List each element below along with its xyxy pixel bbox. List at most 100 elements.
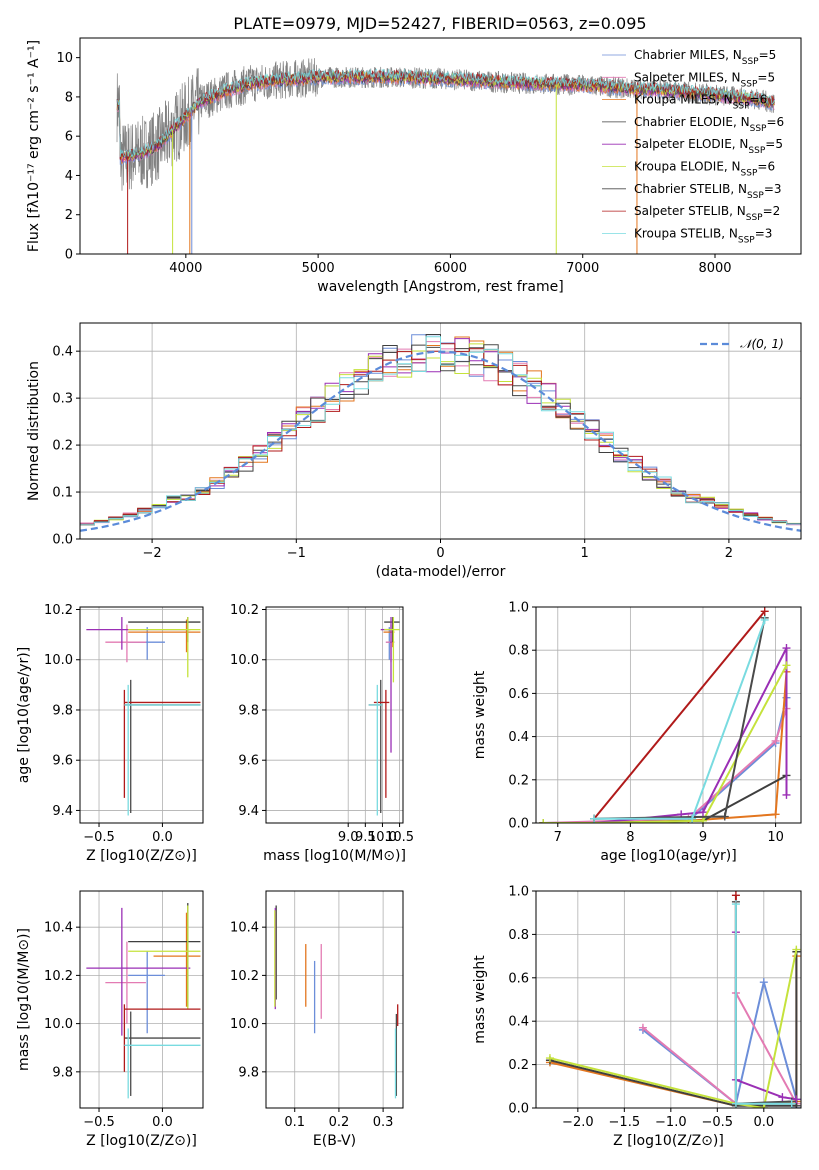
model-line-salpeter-stelib [116, 69, 775, 160]
x-tick-label: 2 [725, 546, 733, 561]
weight-line-kroupa-miles [549, 956, 798, 1107]
normal-curve [80, 350, 801, 532]
weight-line-kroupa-elodie [549, 949, 798, 1108]
y-tick-label: 0.6 [508, 971, 529, 986]
age_vs_Z-axes: −0.5 0.0 9.4 9.6 9.8 10.0 10.2 Z [log10(Z/Z⊙)] a… [16, 603, 204, 864]
x-axis-label: age [log10(age/yr)] [600, 848, 736, 864]
y-tick-label: 9.8 [52, 703, 73, 718]
weight-marker-salpeter-elodie [782, 644, 791, 653]
y-tick-label: 10.0 [230, 653, 259, 668]
y-tick-label: 9.8 [52, 1065, 73, 1080]
weight-line-kroupa-elodie [543, 664, 788, 823]
residuals-plot-area [80, 334, 801, 539]
y-axis-label: Flux [fλ10⁻¹⁷ erg cm⁻² s⁻¹ A⁻¹] [26, 40, 42, 252]
y-tick-label: 0.3 [52, 392, 73, 407]
weight-line-chabrier-elodie [549, 951, 798, 1107]
weight-marker-kroupa-elodie [759, 1104, 768, 1108]
y-tick-label: 10.0 [44, 653, 73, 668]
weight-marker-salpeter-stelib [731, 891, 740, 900]
x-tick-label: 9.0 [338, 830, 359, 845]
age_vs_Z-frame [79, 606, 204, 824]
weight-line-salpeter-stelib [593, 610, 766, 820]
residuals-frame [79, 322, 802, 540]
weight-marker-salpeter-miles [638, 1023, 647, 1032]
y-tick-label: 6 [65, 130, 73, 145]
x-axis-label: (data-model)/error [376, 564, 506, 580]
x-tick-label: −0.5 [702, 1115, 734, 1130]
weight-line-chabrier-miles [543, 697, 788, 823]
legend-entry: Salpeter ELODIE, NSSP=5 [634, 137, 783, 156]
weight-marker-kroupa-elodie [792, 945, 801, 954]
y-tick-label: 0.8 [508, 928, 529, 943]
x-axis-label: E(B-V) [313, 1133, 356, 1149]
y-tick-label: 9.4 [238, 804, 259, 819]
y-axis-label: mass weight [472, 670, 488, 759]
mass_vs_Z-plot-area [86, 903, 201, 1099]
spectrum-frame [79, 37, 802, 255]
weight-marker-kroupa-stelib [760, 615, 769, 624]
x-tick-label: −2.0 [562, 1115, 594, 1130]
x-axis-label: wavelength [Angstrom, rest frame] [317, 279, 563, 295]
age_vs_mass-plot-area [368, 617, 400, 816]
x-axis-label: mass [log10(M/M⊙)] [263, 848, 406, 864]
y-tick-label: 0 [65, 248, 73, 263]
y-tick-label: 9.6 [52, 754, 73, 769]
weight-marker-salpeter-elodie [792, 1095, 801, 1104]
x-tick-label: 9 [699, 830, 707, 845]
massweight_vs_Z-frame [535, 890, 802, 1109]
x-tick-label: 0.0 [152, 830, 173, 845]
y-tick-label: 2 [65, 208, 73, 223]
weight-marker-salpeter-stelib [760, 607, 769, 616]
x-tick-label: 10.0 [368, 830, 397, 845]
y-tick-label: 10.2 [230, 603, 259, 618]
x-tick-label: 0.0 [753, 1115, 774, 1130]
y-tick-label: 10.4 [230, 921, 259, 936]
y-tick-label: 1.0 [508, 601, 529, 616]
x-tick-label: −0.5 [83, 830, 115, 845]
x-tick-label: 8 [626, 830, 634, 845]
weight-marker-kroupa-miles [771, 810, 780, 819]
weight-marker-kroupa-stelib [787, 1099, 796, 1108]
mass_vs_ebv-frame [265, 890, 404, 1109]
x-tick-label: 9.5 [355, 830, 376, 845]
x-tick-label: 10.5 [385, 830, 414, 845]
x-tick-label: 5000 [302, 261, 335, 276]
mass_vs_Z-frame [79, 890, 204, 1109]
weight-marker-kroupa-elodie [698, 816, 707, 823]
weight-marker-salpeter-elodie [698, 808, 707, 817]
weight-marker-salpeter-elodie [778, 1093, 787, 1102]
x-tick-label: 7000 [566, 261, 599, 276]
x-tick-label: −1.0 [655, 1115, 687, 1130]
y-tick-label: 9.6 [238, 754, 259, 769]
residuals-axes: −2 −1 0 1 2 0.0 0.1 0.2 0.3 0.4 (data-model)/error… [26, 322, 802, 580]
x-tick-label: 0.1 [284, 1115, 305, 1130]
mass_vs_Z-axes: −0.5 0.0 9.8 10.0 10.2 10.4 Z [log10(Z/Z⊙)] mas… [16, 890, 204, 1149]
x-tick-label: 0 [436, 546, 444, 561]
massweight_vs_age-plot-area [539, 607, 791, 823]
y-tick-label: 9.4 [52, 804, 73, 819]
mass_vs_ebv-axes: 0.1 0.2 0.3 9.8 10.0 10.2 10.4 E(B-V) [230, 890, 404, 1149]
y-tick-label: 0.2 [508, 773, 529, 788]
weight-line-salpeter-elodie [594, 647, 788, 823]
weight-marker-salpeter-elodie [782, 790, 791, 799]
y-tick-label: 4 [65, 169, 73, 184]
figure-title: PLATE=0979, MJD=52427, FIBERID=0563, z=0… [233, 14, 646, 33]
y-tick-label: 10.0 [230, 1017, 259, 1032]
spectrum-axes: 4000 5000 6000 7000 8000 0 2 4 6 8 10 wavelength [A… [26, 37, 802, 295]
y-tick-label: 0.4 [508, 730, 529, 745]
legend-entry: Kroupa STELIB, NSSP=3 [634, 226, 772, 245]
weight-marker-chabrier-stelib [720, 812, 729, 821]
weight-marker-kroupa-stelib [590, 814, 599, 823]
massweight_vs_age-frame [535, 606, 802, 824]
massweight_vs_Z-axes: −2.0 −1.5 −1.0 −0.5 0.0 0.0 0.2 0.4 0.6 0.8 1.0 Z [… [472, 885, 802, 1149]
x-axis-label: Z [log10(Z/Z⊙)] [86, 1133, 197, 1149]
y-tick-label: 0.0 [508, 1102, 529, 1117]
y-axis-label: Normed distribution [26, 361, 42, 501]
y-tick-label: 10 [56, 51, 73, 66]
x-tick-label: 4000 [169, 261, 202, 276]
weight-marker-kroupa-elodie [782, 661, 791, 670]
massweight_vs_age-axes: 7 8 9 10 0.0 0.2 0.4 0.6 0.8 1.0 age [log10(age/yr… [472, 601, 802, 864]
